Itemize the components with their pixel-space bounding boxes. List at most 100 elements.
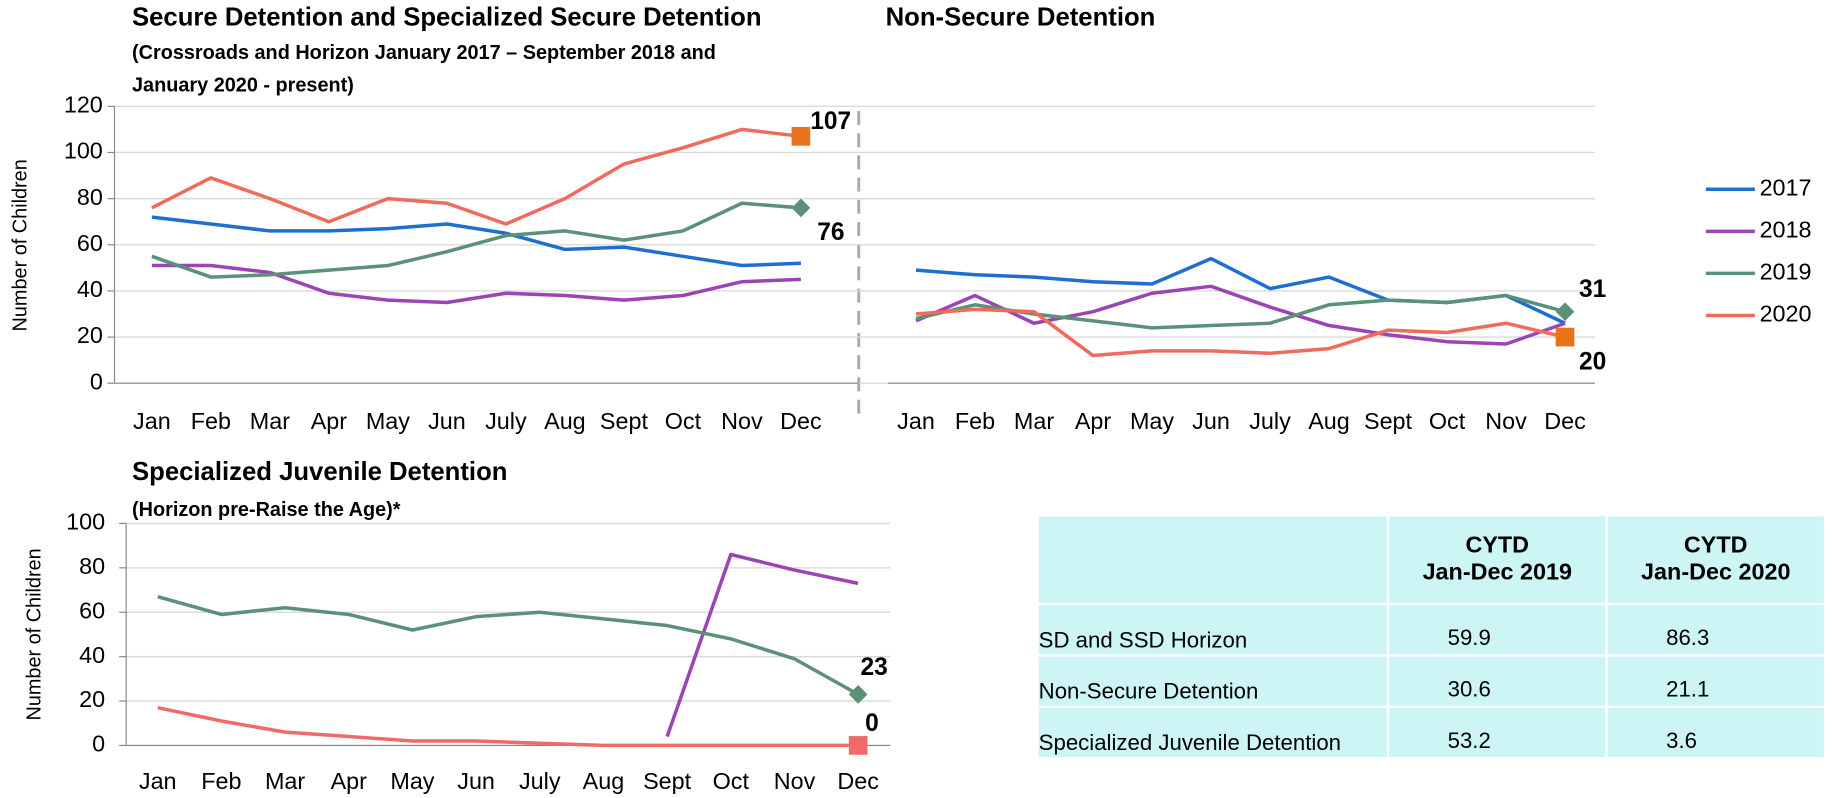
y-tick-label: 120 — [64, 91, 103, 117]
y-tick-label: 0 — [90, 368, 103, 394]
table-cell: 53.2 — [1386, 705, 1608, 760]
chart-title: Secure Detention and Specialized Secure … — [132, 3, 762, 31]
table-header: CYTD Jan-Dec 2019 CYTD Jan-Dec 2020 — [1036, 514, 1827, 606]
x-tick-label: Sept — [600, 408, 649, 434]
x-tick-label: Jan — [139, 768, 177, 794]
y-tick-label: 20 — [79, 686, 105, 712]
series-line — [665, 552, 859, 738]
legend-label: 2020 — [1760, 301, 1812, 327]
series-line — [151, 263, 801, 305]
x-tick-label: July — [1249, 408, 1291, 434]
end-marker — [791, 198, 811, 218]
header-cell — [1036, 514, 1390, 606]
chart-subtitle: (Crossroads and Horizon January 2017 – S… — [132, 42, 716, 64]
x-tick-label: May — [1130, 408, 1174, 434]
x-tick-label: Dec — [1544, 408, 1586, 434]
table-row: SD and SSD Horizon 59.9 86.3 — [1036, 602, 1827, 657]
x-tick-label: Feb — [955, 408, 995, 434]
table-row: Specialized Juvenile Detention 53.2 3.6 — [1036, 705, 1827, 760]
end-marker — [848, 685, 868, 704]
y-tick-label: 0 — [92, 731, 105, 757]
y-tick-label: 100 — [64, 138, 103, 164]
x-tick-label: July — [485, 408, 527, 434]
table-cell: 30.6 — [1386, 654, 1608, 709]
table-cell: Specialized Juvenile Detention — [1036, 705, 1390, 760]
y-tick-label: 100 — [66, 509, 105, 535]
summary-table: CYTD Jan-Dec 2019 CYTD Jan-Dec 2020 SD a… — [1036, 514, 1827, 760]
x-tick-label: Mar — [1014, 408, 1054, 434]
series-line — [151, 215, 801, 268]
series-line — [915, 284, 1566, 346]
y-tick-label: 40 — [77, 276, 103, 302]
x-tick-label: Oct — [1429, 408, 1466, 434]
end-marker — [791, 126, 811, 146]
x-tick-label: Jun — [457, 768, 495, 794]
end-marker — [848, 736, 868, 755]
x-tick-label: May — [390, 768, 434, 794]
data-label: 76 — [817, 219, 844, 246]
y-axis-label: Number of Children — [23, 548, 45, 720]
table-cell: 3.6 — [1605, 705, 1827, 760]
data-label: 20 — [1579, 348, 1606, 375]
series-line — [151, 127, 802, 226]
x-tick-label: Aug — [544, 408, 586, 434]
data-label: 31 — [1579, 276, 1606, 303]
y-tick-label: 80 — [79, 553, 105, 579]
series-line — [151, 201, 802, 279]
y-axis-label: Number of Children — [9, 159, 31, 331]
x-tick-label: Sept — [643, 768, 692, 794]
x-tick-label: Aug — [1308, 408, 1350, 434]
x-tick-label: Apr — [311, 408, 348, 434]
table-cell: 21.1 — [1605, 654, 1827, 709]
data-label: 107 — [810, 108, 851, 135]
x-tick-label: Mar — [265, 768, 305, 794]
x-tick-label: Jun — [1192, 408, 1230, 434]
header-cell: CYTD Jan-Dec 2019 — [1386, 514, 1608, 606]
table-cell: 86.3 — [1605, 602, 1827, 657]
series-line — [157, 705, 859, 748]
y-tick-label: 60 — [79, 597, 105, 623]
legend-label: 2017 — [1760, 174, 1812, 200]
x-tick-label: Oct — [665, 408, 702, 434]
table-cell: Non-Secure Detention — [1036, 654, 1390, 709]
legend-label: 2018 — [1760, 217, 1812, 243]
chart-title: Non-Secure Detention — [886, 3, 1156, 31]
header-cell: CYTD Jan-Dec 2020 — [1605, 514, 1827, 606]
x-tick-label: Aug — [583, 768, 625, 794]
end-marker — [1555, 327, 1575, 347]
chart-subtitle: (Horizon pre-Raise the Age)* — [132, 499, 401, 521]
y-tick-label: 80 — [77, 184, 103, 210]
table-cell: 59.9 — [1386, 602, 1608, 657]
chart-subtitle: January 2020 - present) — [132, 75, 354, 97]
table-cell: SD and SSD Horizon — [1036, 602, 1390, 657]
x-tick-label: Nov — [774, 768, 816, 794]
data-label: 23 — [861, 654, 888, 681]
x-tick-label: May — [366, 408, 410, 434]
x-tick-label: Feb — [201, 768, 241, 794]
x-tick-label: Apr — [1075, 408, 1112, 434]
y-tick-label: 20 — [77, 322, 103, 348]
x-tick-label: Apr — [331, 768, 368, 794]
end-marker — [1555, 302, 1575, 322]
x-tick-label: Jan — [133, 408, 171, 434]
x-tick-label: Jan — [897, 408, 935, 434]
table-row: Non-Secure Detention 30.6 21.1 — [1036, 654, 1827, 709]
series-line — [915, 307, 1566, 358]
x-tick-label: Dec — [837, 768, 879, 794]
x-tick-label: Sept — [1364, 408, 1413, 434]
x-tick-label: Oct — [713, 768, 750, 794]
y-tick-label: 60 — [77, 230, 103, 256]
x-tick-label: July — [519, 768, 561, 794]
data-label: 0 — [865, 710, 879, 737]
x-tick-label: Jun — [428, 408, 466, 434]
x-tick-label: Dec — [780, 408, 822, 434]
x-tick-label: Feb — [191, 408, 231, 434]
y-tick-label: 40 — [79, 642, 105, 668]
x-tick-label: Nov — [1485, 408, 1527, 434]
x-tick-label: Nov — [721, 408, 763, 434]
series-line — [157, 594, 860, 696]
legend-label: 2019 — [1760, 259, 1812, 285]
